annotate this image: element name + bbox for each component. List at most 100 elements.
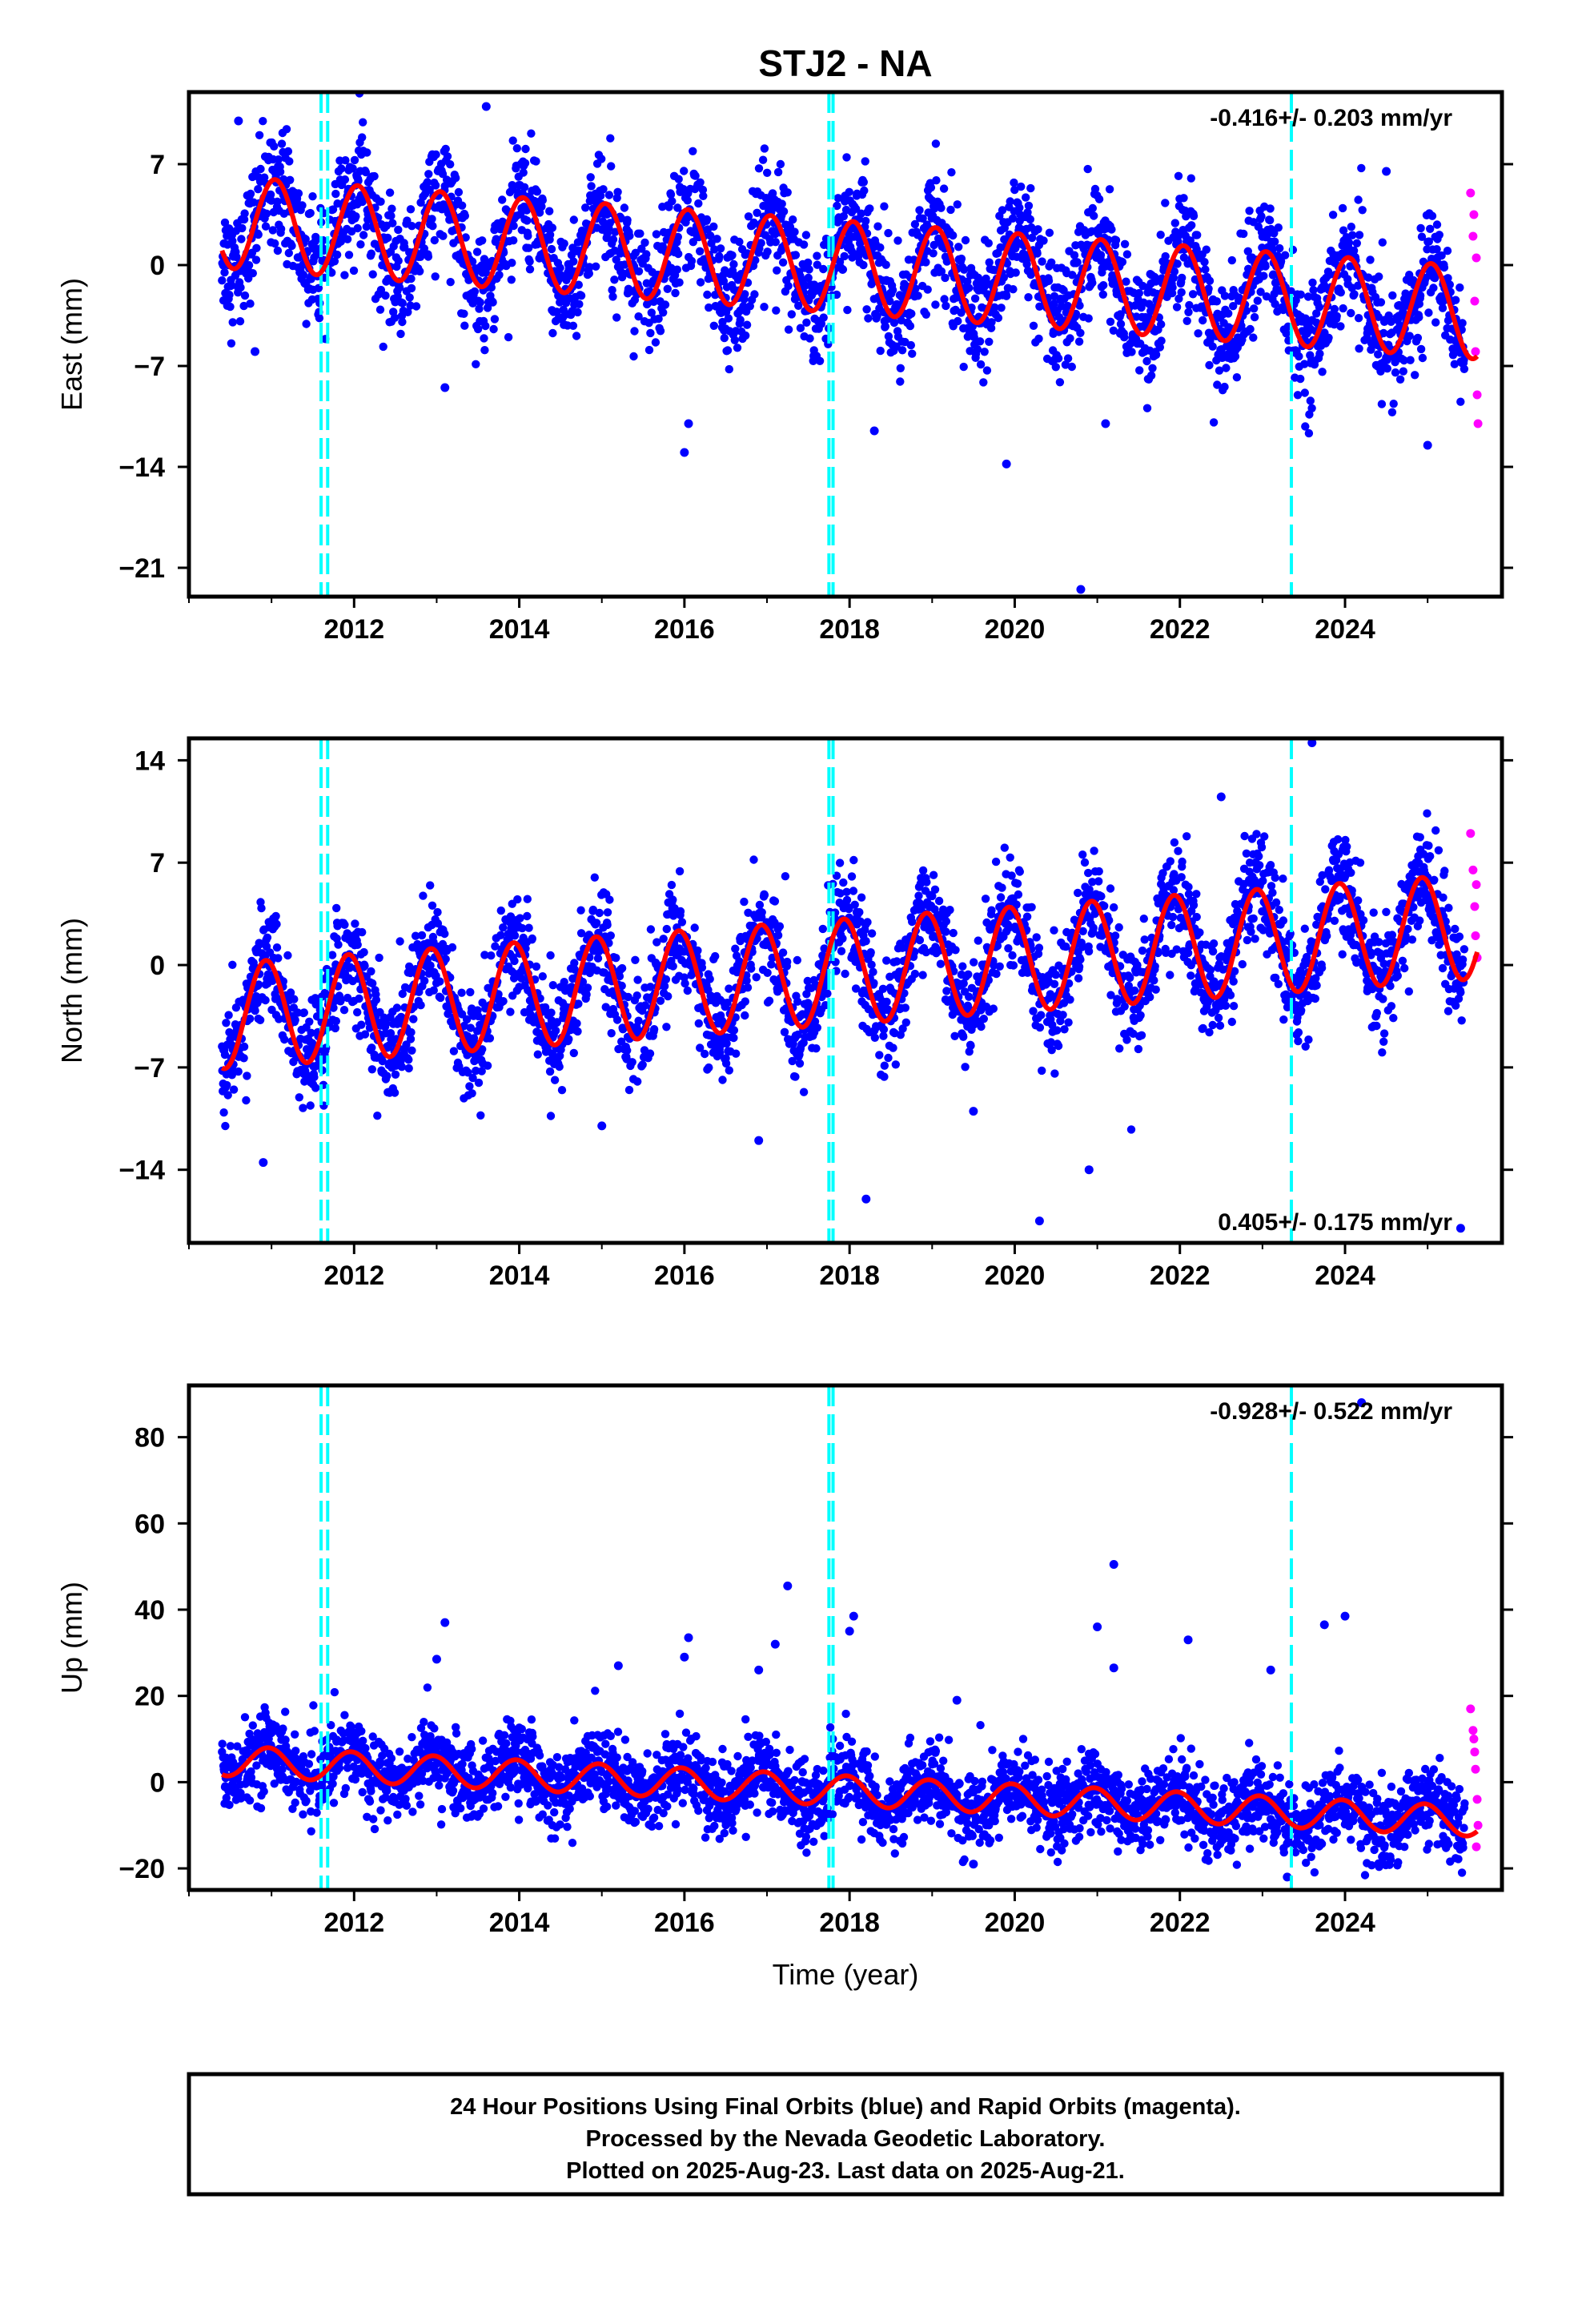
data-point xyxy=(1174,294,1183,304)
data-point xyxy=(835,858,845,867)
data-point xyxy=(662,1023,671,1031)
data-point xyxy=(623,1046,632,1055)
data-point xyxy=(1127,348,1136,356)
data-point xyxy=(1413,333,1423,343)
data-point xyxy=(1008,214,1018,223)
data-point xyxy=(460,321,469,330)
data-point xyxy=(1008,951,1017,960)
data-point xyxy=(884,228,893,238)
data-point xyxy=(585,263,594,271)
data-point xyxy=(1050,926,1058,935)
data-point xyxy=(532,187,542,196)
data-point xyxy=(480,951,489,959)
data-point xyxy=(608,235,618,244)
data-point xyxy=(760,303,769,312)
data-point xyxy=(694,199,703,208)
data-point xyxy=(367,249,375,258)
data-point xyxy=(524,923,533,932)
data-point xyxy=(1336,322,1345,331)
data-point xyxy=(1424,308,1433,317)
x-tick-label: 2012 xyxy=(323,614,384,645)
data-point xyxy=(1058,302,1066,311)
data-point xyxy=(385,188,395,197)
data-point xyxy=(659,935,668,943)
data-point xyxy=(754,164,764,173)
data-point xyxy=(572,332,581,340)
data-point xyxy=(993,941,1002,951)
data-point xyxy=(610,275,619,284)
data-point xyxy=(1212,297,1222,306)
data-point xyxy=(847,872,857,881)
data-point xyxy=(775,922,785,931)
data-point xyxy=(336,995,345,1004)
data-point xyxy=(1315,303,1324,312)
data-point xyxy=(476,1111,485,1120)
data-point xyxy=(359,231,368,239)
data-point xyxy=(360,1030,370,1039)
data-point xyxy=(381,291,390,300)
data-point xyxy=(537,202,546,211)
data-point xyxy=(311,232,320,242)
data-point xyxy=(255,980,263,989)
data-point xyxy=(784,281,793,291)
data-point xyxy=(921,310,931,319)
data-point xyxy=(631,248,640,257)
data-point xyxy=(394,225,403,235)
data-point xyxy=(226,302,235,312)
data-point xyxy=(957,254,966,263)
data-point xyxy=(908,917,917,927)
data-point xyxy=(659,308,668,317)
data-point xyxy=(966,1041,975,1050)
data-point xyxy=(355,994,363,1003)
data-point xyxy=(1364,273,1373,282)
data-point xyxy=(251,255,261,264)
data-point xyxy=(1330,304,1339,314)
data-point xyxy=(255,1015,265,1025)
data-point xyxy=(528,934,536,943)
data-point xyxy=(431,272,440,281)
data-point xyxy=(520,183,529,191)
data-point xyxy=(504,332,513,342)
data-point xyxy=(1094,877,1103,886)
data-point xyxy=(1026,215,1035,224)
data-point xyxy=(229,1085,239,1094)
data-point xyxy=(298,201,307,210)
data-point xyxy=(624,1085,634,1095)
data-point xyxy=(1200,258,1209,267)
data-point xyxy=(697,963,707,972)
data-point xyxy=(763,168,772,177)
data-point xyxy=(1187,221,1196,230)
data-point xyxy=(1038,257,1046,266)
data-point xyxy=(710,245,719,254)
data-point xyxy=(1424,237,1434,246)
data-point xyxy=(843,305,852,315)
data-point xyxy=(367,967,375,976)
data-point xyxy=(423,178,432,187)
data-point xyxy=(1161,251,1170,261)
data-point xyxy=(869,967,877,976)
data-point xyxy=(629,352,638,361)
data-point xyxy=(448,943,457,952)
data-point xyxy=(781,872,790,881)
data-point xyxy=(1429,283,1438,292)
data-point xyxy=(532,157,540,166)
data-point xyxy=(666,190,676,199)
data-point xyxy=(1156,231,1165,239)
data-point xyxy=(586,173,595,182)
data-point xyxy=(550,1076,560,1084)
data-point xyxy=(555,1062,564,1072)
data-point xyxy=(243,1072,251,1080)
data-point xyxy=(1232,373,1242,382)
data-point xyxy=(508,136,517,145)
data-point xyxy=(1427,211,1437,220)
data-point xyxy=(306,208,315,218)
data-point xyxy=(568,321,578,330)
data-point xyxy=(228,960,237,970)
data-point xyxy=(1244,264,1253,273)
data-point xyxy=(232,252,241,262)
data-point xyxy=(449,1047,459,1055)
data-point xyxy=(628,1058,636,1067)
data-point xyxy=(1215,366,1224,375)
data-point xyxy=(496,931,505,940)
data-point xyxy=(1094,866,1103,876)
